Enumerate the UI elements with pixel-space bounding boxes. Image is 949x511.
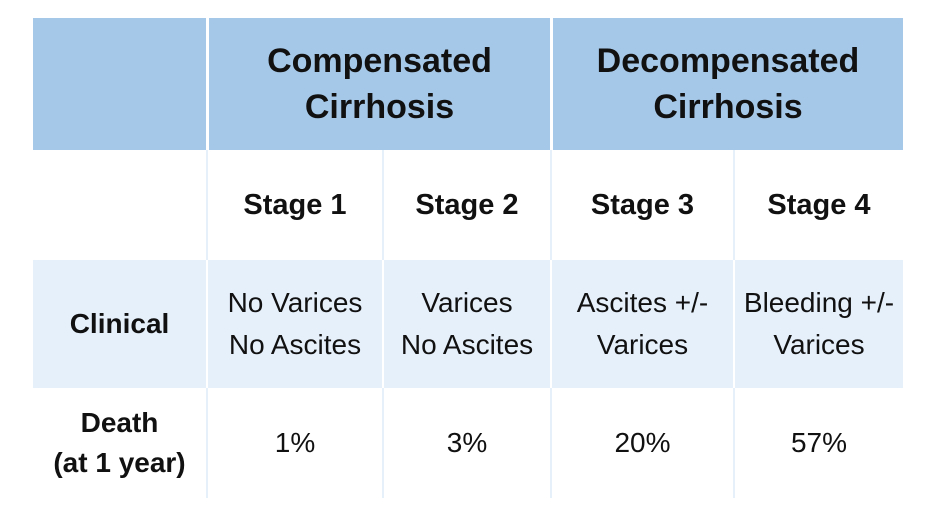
clinical-stage-1-value: No Varices No Ascites	[227, 287, 363, 360]
stage-row	[33, 150, 903, 260]
compensated-cirrhosis-heading: Compensated Cirrhosis	[267, 42, 492, 126]
clinical-label-cell: Clinical	[33, 260, 206, 388]
clinical-stage-3-cell: Ascites +/- Varices	[552, 260, 733, 388]
death-stage-2-value: 3%	[446, 427, 488, 458]
column-divider	[206, 260, 208, 388]
death-stage-3-cell: 20%	[552, 388, 733, 498]
stage-2-cell: Stage 2	[384, 150, 550, 260]
column-divider	[382, 260, 384, 388]
stage-1-label: Stage 1	[243, 188, 347, 221]
column-divider	[382, 150, 384, 260]
column-divider	[733, 388, 735, 498]
death-row	[33, 388, 903, 498]
compensated-header-cell: Compensated Cirrhosis	[209, 18, 550, 150]
death-stage-1-cell: 1%	[208, 388, 382, 498]
clinical-stage-4-cell: Bleeding +/- Varices	[735, 260, 903, 388]
column-divider	[550, 150, 552, 260]
column-divider	[733, 150, 735, 260]
cirrhosis-stages-table: Compensated Cirrhosis Decompensated Cirr…	[33, 18, 903, 498]
column-divider	[382, 388, 384, 498]
stage-1-cell: Stage 1	[208, 150, 382, 260]
death-label-cell: Death (at 1 year)	[33, 388, 206, 498]
column-divider	[733, 260, 735, 388]
decompensated-cirrhosis-heading: Decompensated Cirrhosis	[596, 42, 860, 126]
column-divider	[550, 260, 552, 388]
clinical-label: Clinical	[69, 308, 170, 339]
clinical-stage-2-cell: Varices No Ascites	[384, 260, 550, 388]
death-stage-1-value: 1%	[274, 427, 316, 458]
stage-2-label: Stage 2	[415, 188, 519, 221]
header-row	[33, 18, 903, 150]
death-stage-4-value: 57%	[790, 427, 848, 458]
death-stage-3-value: 20%	[614, 427, 671, 458]
stage-4-label: Stage 4	[767, 188, 871, 221]
clinical-row	[33, 260, 903, 388]
stage-3-cell: Stage 3	[552, 150, 733, 260]
decompensated-header-cell: Decompensated Cirrhosis	[553, 18, 903, 150]
death-label: Death (at 1 year)	[53, 407, 186, 478]
stage-3-label: Stage 3	[590, 188, 695, 221]
clinical-stage-2-value: Varices No Ascites	[400, 287, 534, 360]
death-stage-4-cell: 57%	[735, 388, 903, 498]
column-divider	[206, 388, 208, 498]
clinical-stage-1-cell: No Varices No Ascites	[208, 260, 382, 388]
column-divider	[550, 388, 552, 498]
column-divider	[206, 150, 208, 260]
death-stage-2-cell: 3%	[384, 388, 550, 498]
clinical-stage-3-value: Ascites +/- Varices	[576, 287, 709, 360]
header-divider	[550, 18, 553, 150]
stage-4-cell: Stage 4	[735, 150, 903, 260]
header-divider	[206, 18, 209, 150]
clinical-stage-4-value: Bleeding +/- Varices	[743, 287, 895, 360]
